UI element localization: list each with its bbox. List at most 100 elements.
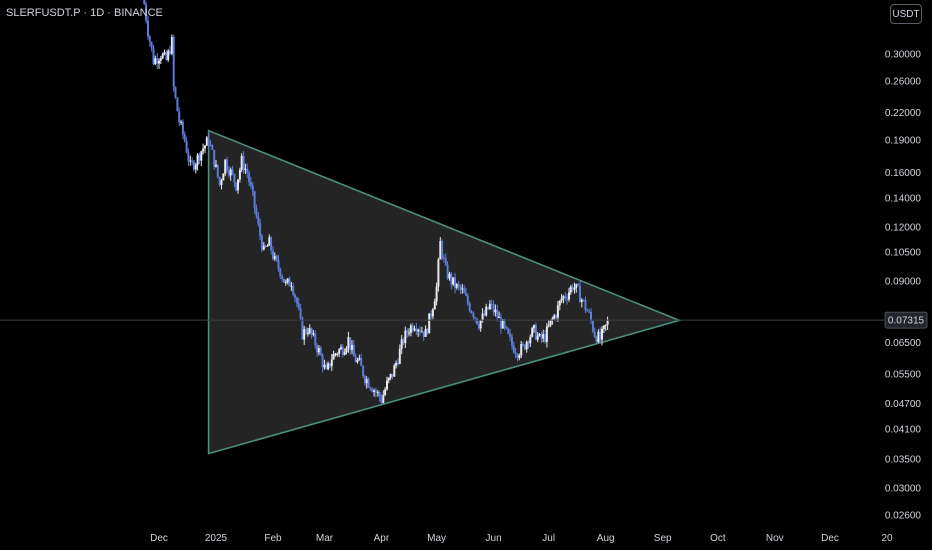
candle-body: [597, 331, 600, 343]
candle-body: [163, 52, 166, 55]
candle-body: [314, 333, 317, 346]
candle-body: [294, 294, 296, 298]
candle-body: [419, 329, 421, 332]
candle-body: [213, 149, 216, 167]
price-tick-label: 0.10500: [885, 248, 922, 259]
last-price-label: 0.07315: [888, 316, 925, 327]
price-tick-label: 0.14000: [885, 193, 922, 204]
candle-body: [415, 328, 418, 332]
candle-body: [308, 328, 311, 333]
time-axis[interactable]: Dec 2025 Feb Mar Apr May Jun Jul Aug Sep Oct Nov Dec…: [150, 533, 893, 544]
candle-body: [588, 311, 591, 313]
candle-body: [360, 357, 363, 366]
candle-body: [417, 329, 420, 332]
triangle-pattern-layer: [207, 129, 682, 455]
candle-body: [465, 293, 467, 296]
candle-body: [222, 173, 225, 181]
candle-body: [170, 37, 173, 54]
candle-body: [439, 241, 442, 260]
price-tick-label: 0.26000: [885, 77, 922, 88]
candle-body: [260, 235, 263, 250]
candle-body: [248, 173, 251, 183]
candle-body: [545, 326, 548, 342]
candle-body: [283, 278, 285, 283]
candle-body: [373, 390, 376, 392]
candle-body: [341, 347, 344, 355]
candle-body: [507, 328, 510, 334]
candle-body: [479, 320, 482, 329]
triangle-pattern[interactable]: [207, 129, 682, 455]
candle-body: [312, 333, 315, 335]
candle-body: [330, 359, 333, 367]
candle-body: [408, 332, 410, 334]
candle-body: [227, 170, 230, 176]
candle-body: [204, 145, 206, 149]
candle-body: [430, 313, 433, 317]
candle-body: [255, 208, 258, 217]
candle-body: [257, 216, 260, 224]
candle-body: [562, 296, 565, 299]
candle-body: [406, 330, 409, 334]
candle-body: [273, 255, 276, 259]
candle-body: [391, 373, 394, 377]
candle-body: [591, 320, 594, 332]
price-tick-label: 0.19000: [885, 136, 922, 147]
candle-body: [488, 303, 491, 310]
candle-body: [150, 41, 153, 49]
candle-body: [299, 308, 302, 318]
candle-body: [509, 333, 512, 337]
candle-body: [481, 313, 484, 321]
candle-body: [533, 324, 535, 328]
candle-body: [246, 168, 249, 174]
candle-body: [152, 48, 155, 65]
candle-body: [442, 257, 445, 259]
candle-body: [584, 299, 587, 310]
candle-body: [292, 286, 295, 295]
candle-body: [216, 164, 219, 177]
candle-body: [454, 277, 456, 288]
candle-body: [601, 328, 603, 340]
candle-body: [264, 245, 267, 247]
candle-body: [400, 339, 403, 349]
candle-body: [470, 311, 473, 314]
candle-body: [224, 159, 227, 174]
candle-body: [483, 313, 486, 316]
currency-button[interactable]: USDT: [890, 4, 922, 24]
price-axis[interactable]: 0.30000 0.26000 0.22000 0.19000 0.16000 0.140…: [885, 50, 922, 522]
candle-body: [376, 392, 379, 393]
candle-body: [393, 365, 396, 377]
candle-body: [310, 328, 313, 335]
candle-body: [580, 299, 583, 303]
candle-body: [566, 298, 569, 300]
price-tick-label: 0.02600: [885, 510, 922, 521]
candle-body: [386, 380, 388, 390]
candle-body: [196, 154, 199, 165]
candle-body: [531, 328, 534, 337]
candle-body: [347, 337, 350, 348]
candle-body: [143, 0, 146, 5]
time-tick-label: Aug: [597, 533, 615, 544]
candle-body: [606, 320, 609, 325]
candle-body: [266, 245, 269, 247]
candle-body: [191, 160, 194, 162]
candle-body: [555, 315, 558, 318]
candle-body: [249, 182, 252, 186]
candle-body: [433, 301, 436, 310]
candle-body: [395, 362, 398, 366]
candle-body: [262, 245, 265, 250]
candle-body: [363, 376, 366, 384]
candle-body: [284, 282, 287, 284]
candle-body: [172, 37, 175, 88]
candle-body: [476, 318, 478, 324]
candle-body: [547, 325, 550, 327]
candle-body: [178, 111, 181, 123]
candle-body: [558, 300, 561, 306]
time-tick-label: Dec: [150, 533, 168, 544]
candle-body: [518, 355, 521, 358]
candle-body: [340, 347, 342, 350]
candle-body: [477, 324, 480, 329]
candle-body: [226, 159, 228, 171]
time-tick-label: 20: [881, 533, 893, 544]
candle-body: [167, 50, 170, 60]
